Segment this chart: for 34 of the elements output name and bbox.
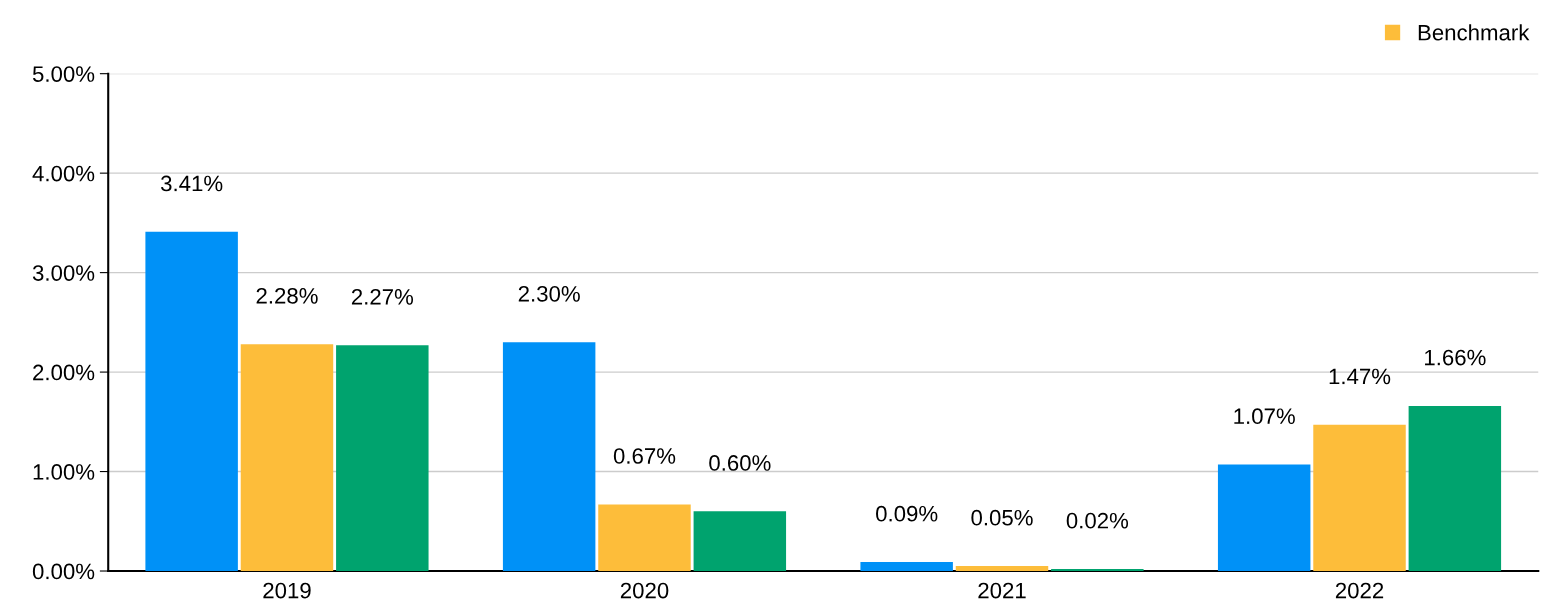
- data-label: 1.07%: [1234, 408, 1295, 425]
- data-label: 1.66%: [1425, 349, 1486, 366]
- y-tick-label: 4.00%: [32, 165, 95, 182]
- bar: [598, 504, 691, 572]
- bar: [860, 562, 953, 572]
- bar: [1408, 405, 1502, 572]
- data-label: 0.67%: [613, 448, 676, 464]
- x-tick-label: 2022: [1335, 582, 1384, 599]
- data-label: 2.30%: [518, 286, 580, 302]
- y-tick-label: 2.00%: [33, 364, 95, 381]
- y-tick-label: 0.00%: [32, 563, 95, 580]
- bar: [693, 511, 787, 572]
- x-tick-label: 2020: [620, 582, 669, 599]
- bar: [336, 345, 429, 572]
- bar: [955, 566, 1049, 572]
- bar: [1217, 464, 1311, 572]
- data-label: 0.09%: [876, 505, 938, 522]
- y-tick-label: 3.00%: [32, 265, 95, 281]
- data-label: 2.27%: [351, 288, 414, 305]
- bar: [145, 231, 238, 572]
- data-label: 3.41%: [160, 175, 223, 192]
- data-label: 1.47%: [1329, 368, 1391, 385]
- data-label: 0.05%: [971, 509, 1033, 526]
- legend-label: Benchmark: [1418, 24, 1530, 41]
- bar: [502, 342, 596, 572]
- data-label: 0.02%: [1066, 512, 1129, 529]
- x-tick-label: 2019: [263, 582, 311, 599]
- bar: [240, 344, 334, 572]
- y-tick-label: 5.00%: [32, 66, 95, 82]
- data-label: 2.28%: [256, 287, 318, 304]
- y-tick-label: 1.00%: [33, 464, 95, 480]
- data-label: 0.60%: [709, 455, 771, 471]
- x-tick-label: 2021: [978, 582, 1026, 599]
- bar: [1313, 424, 1406, 572]
